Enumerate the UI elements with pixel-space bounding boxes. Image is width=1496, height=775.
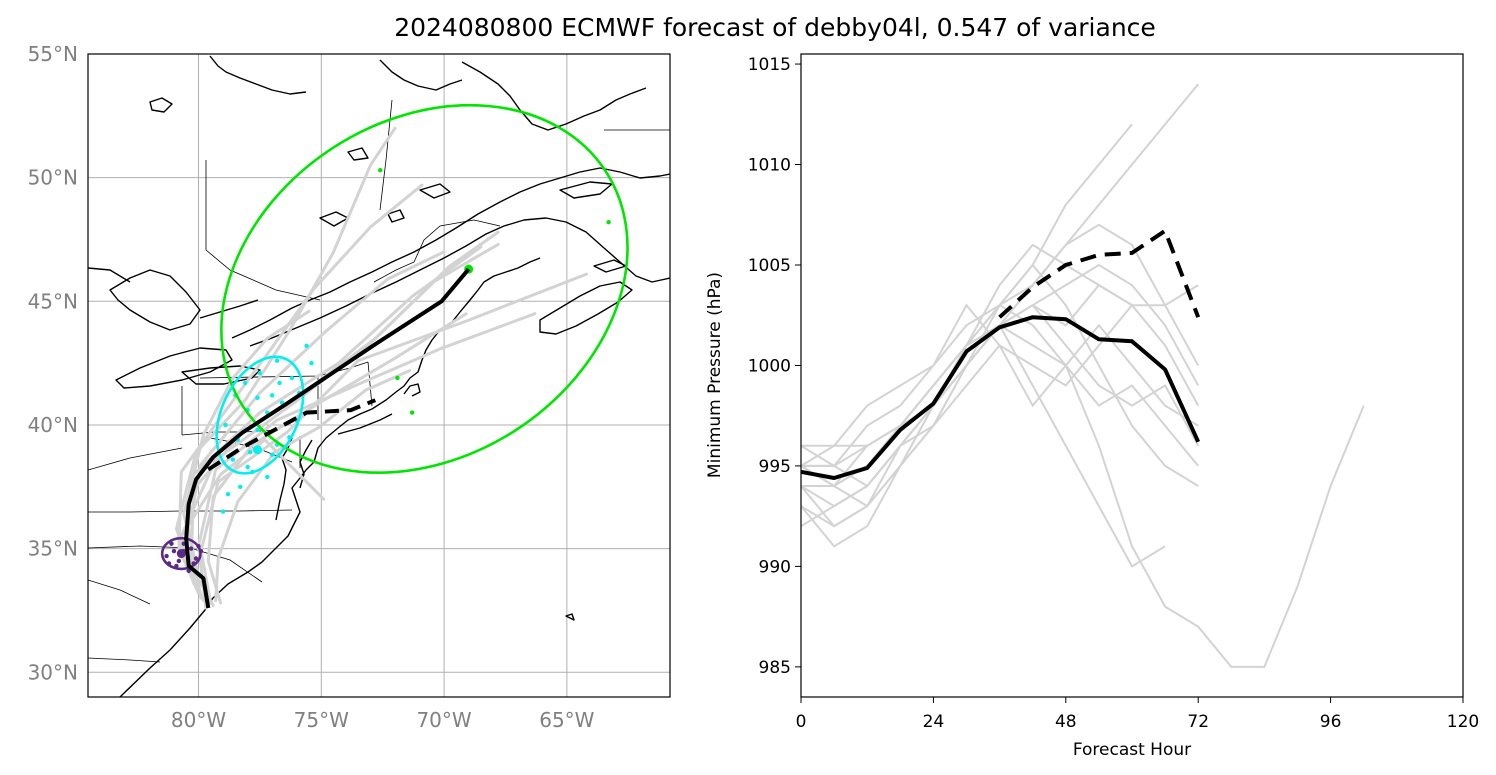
y-tick-label: 995 <box>759 457 791 477</box>
ensemble-pressure-lines <box>801 83 1365 668</box>
ensemble-track-line <box>177 183 424 595</box>
inner-scatter-point <box>169 541 174 546</box>
mid-scatter-point <box>289 375 295 381</box>
map-lon-tick-label: 70°W <box>416 708 471 732</box>
outer-scatter-point <box>606 219 611 225</box>
ensemble-track-line <box>184 245 483 603</box>
mean-track-line <box>184 267 471 609</box>
mid-scatter-point <box>265 474 270 480</box>
x-tick-label: 48 <box>1055 712 1077 732</box>
mid-scatter-point <box>255 395 260 400</box>
x-tick-label: 96 <box>1320 712 1342 732</box>
mid-scatter-point <box>225 492 231 497</box>
ensemble-track-line <box>199 272 588 605</box>
map-lon-tick-label: 75°W <box>294 708 349 732</box>
mean-tracks <box>184 267 471 609</box>
y-tick-label: 1010 <box>748 156 791 176</box>
mid-scatter-point <box>255 427 260 433</box>
mid-scatter-point <box>247 449 253 455</box>
outer-scatter-point <box>409 410 415 415</box>
ensemble-pressure-line <box>801 284 1199 508</box>
chart-ticks: 0 24 48 72 96 120 985 990 995 1000 1005 1010 1015 <box>748 55 1479 732</box>
y-tick-label: 1005 <box>748 256 791 276</box>
map-lon-tick-label: 65°W <box>539 708 594 732</box>
x-tick-label: 120 <box>1447 712 1479 732</box>
x-tick-label: 72 <box>1187 712 1209 732</box>
mid-scatter-point <box>220 509 226 514</box>
map-frame <box>87 53 671 698</box>
mid-scatter-point <box>274 358 280 363</box>
chart-frame <box>800 53 1464 698</box>
y-tick-label: 990 <box>759 557 791 577</box>
x-tick-label: 24 <box>923 712 945 732</box>
y-tick-label: 985 <box>759 658 791 678</box>
mid-scatter-point <box>242 380 248 386</box>
ensemble-track-line <box>206 312 468 605</box>
inner-scatter-point <box>188 546 194 551</box>
y-axis-label: Minimum Pressure (hPa) <box>705 272 725 478</box>
mid-scatter-point <box>230 457 236 462</box>
outer-spread-ellipse <box>220 103 629 474</box>
mid-scatter-point <box>245 464 250 470</box>
mean-pressure-lines <box>801 227 1201 480</box>
inner-scatter-point <box>193 556 199 561</box>
mid-scatter-point <box>309 360 314 366</box>
map-lat-tick-label: 40°N <box>28 413 78 437</box>
y-tick-label: 1000 <box>748 356 791 376</box>
ensemble-pressure-line <box>801 303 1365 668</box>
pressure-chart-panel: 0 24 48 72 96 120 985 990 995 1000 1005 1010 1015 Fo… <box>705 53 1479 760</box>
inner-center-point <box>176 549 186 559</box>
x-axis-label: Forecast Hour <box>1073 740 1191 760</box>
mid-scatter-point <box>269 393 275 398</box>
inner-spread-ellipse <box>160 536 202 571</box>
map-lat-tick-label: 55°N <box>28 42 78 66</box>
dashed-mean-track <box>207 398 377 472</box>
y-tick-label: 1015 <box>748 55 791 75</box>
map-lat-tick-label: 30°N <box>28 660 78 684</box>
mean-pressure-line <box>801 315 1201 480</box>
ensemble-pressure-line <box>801 303 1200 508</box>
ensemble-track-line <box>214 369 412 603</box>
map-lat-tick-label: 35°N <box>28 537 78 561</box>
x-tick-label: 0 <box>796 712 807 732</box>
map-tick-labels: 80°W 75°W 70°W 65°W 30°N 35°N 40°N 45°N 50°N 55°N <box>28 42 595 732</box>
mid-scatter-point <box>238 484 243 489</box>
map-lon-tick-label: 80°W <box>171 708 226 732</box>
inner-scatter-point <box>186 568 191 574</box>
outer-scatter-point <box>378 168 383 173</box>
inner-scatter-point <box>164 553 169 559</box>
mid-scatter-point <box>277 380 282 386</box>
mid-center-point <box>252 445 262 455</box>
ensemble-pressure-line <box>801 283 1133 467</box>
outer-scatter-point <box>395 375 400 381</box>
ensemble-pressure-line <box>801 223 1200 468</box>
map-lat-tick-label: 50°N <box>28 166 78 190</box>
track-map-panel: 80°W 75°W 70°W 65°W 30°N 35°N 40°N 45°N 50°N 55°N <box>28 42 671 732</box>
mid-scatter-point <box>257 370 263 376</box>
figure-title: 2024080800 ECMWF forecast of debby04l, 0… <box>394 13 1156 42</box>
mid-scatter-point <box>269 452 275 457</box>
mid-scatter-point <box>304 343 309 349</box>
inner-scatter-point <box>176 558 182 564</box>
ensemble-pressure-line <box>801 323 1199 528</box>
inner-scatter-point <box>171 548 177 554</box>
mid-scatter-point <box>223 422 228 428</box>
mid-spread-ellipse <box>215 355 305 475</box>
ensemble-pressure-line <box>801 303 1199 467</box>
ensemble-pressure-line <box>801 323 1166 568</box>
map-lat-tick-label: 45°N <box>28 289 78 313</box>
